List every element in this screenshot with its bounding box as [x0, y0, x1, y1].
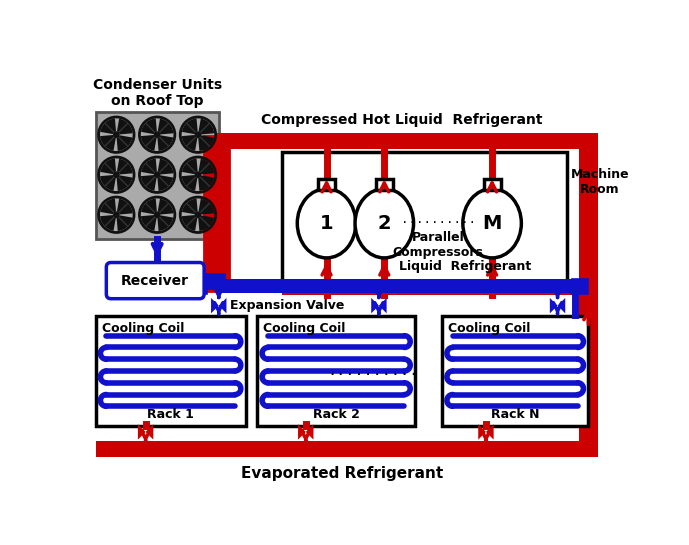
Polygon shape — [157, 215, 173, 231]
Polygon shape — [198, 199, 214, 215]
Polygon shape — [96, 441, 597, 457]
Text: Cooling Coil: Cooling Coil — [102, 322, 184, 335]
Polygon shape — [117, 199, 132, 215]
Ellipse shape — [297, 189, 356, 258]
Bar — [96, 112, 218, 239]
Polygon shape — [198, 159, 214, 174]
Polygon shape — [371, 298, 379, 313]
Circle shape — [114, 172, 119, 177]
Polygon shape — [198, 215, 214, 231]
Text: Machine
Room: Machine Room — [570, 168, 629, 196]
Polygon shape — [141, 175, 156, 191]
Ellipse shape — [355, 189, 413, 258]
Polygon shape — [182, 215, 198, 231]
Circle shape — [114, 212, 119, 217]
Circle shape — [154, 132, 160, 137]
Polygon shape — [182, 118, 198, 134]
Text: 2: 2 — [378, 214, 391, 233]
Bar — [376, 179, 393, 190]
Text: Rack 2: Rack 2 — [313, 408, 360, 421]
Polygon shape — [100, 175, 116, 191]
Polygon shape — [157, 135, 173, 151]
Polygon shape — [198, 119, 214, 135]
Text: Cooling Coil: Cooling Coil — [263, 322, 346, 335]
Polygon shape — [141, 135, 156, 151]
Polygon shape — [145, 424, 153, 440]
Ellipse shape — [463, 189, 522, 258]
Polygon shape — [478, 424, 486, 440]
Polygon shape — [116, 215, 132, 231]
Text: Receiver: Receiver — [121, 274, 189, 288]
Text: Evaporated Refrigerant: Evaporated Refrigerant — [241, 466, 443, 481]
Polygon shape — [101, 159, 116, 174]
Polygon shape — [211, 298, 218, 313]
Text: Compressed Hot Liquid  Refrigerant: Compressed Hot Liquid Refrigerant — [261, 113, 542, 127]
Polygon shape — [100, 215, 116, 231]
Text: Liquid  Refrigerant: Liquid Refrigerant — [399, 261, 531, 273]
Text: Parallel
Compressors: Parallel Compressors — [393, 231, 484, 259]
Polygon shape — [486, 424, 493, 440]
Polygon shape — [550, 298, 557, 313]
Polygon shape — [282, 280, 579, 295]
Polygon shape — [217, 280, 579, 293]
Polygon shape — [157, 175, 173, 191]
Polygon shape — [100, 135, 116, 151]
FancyBboxPatch shape — [106, 263, 204, 299]
Text: Cooling Coil: Cooling Coil — [449, 322, 531, 335]
Polygon shape — [141, 198, 157, 214]
Polygon shape — [182, 159, 198, 174]
Text: Rack 1: Rack 1 — [147, 408, 194, 421]
Circle shape — [195, 172, 200, 177]
Polygon shape — [557, 298, 565, 313]
Polygon shape — [101, 198, 116, 214]
Polygon shape — [198, 135, 214, 151]
Bar — [442, 316, 588, 426]
Circle shape — [195, 132, 200, 137]
Circle shape — [154, 212, 160, 217]
Polygon shape — [141, 215, 156, 231]
Bar — [96, 316, 246, 426]
Bar — [484, 179, 501, 190]
Polygon shape — [116, 135, 132, 151]
Polygon shape — [158, 119, 174, 135]
Polygon shape — [117, 159, 132, 174]
Bar — [318, 179, 335, 190]
Polygon shape — [158, 199, 174, 215]
Polygon shape — [141, 159, 157, 174]
Polygon shape — [101, 118, 116, 134]
Polygon shape — [217, 133, 586, 149]
Text: ..........: .......... — [401, 213, 475, 226]
Polygon shape — [138, 424, 145, 440]
Polygon shape — [182, 175, 198, 191]
Text: Condenser Units
on Roof Top: Condenser Units on Roof Top — [92, 77, 222, 108]
Text: Expansion Valve: Expansion Valve — [230, 299, 344, 312]
Text: M: M — [482, 214, 502, 233]
Text: 1: 1 — [320, 214, 333, 233]
Polygon shape — [158, 159, 174, 174]
Polygon shape — [198, 175, 214, 191]
Polygon shape — [117, 119, 132, 135]
Polygon shape — [298, 424, 306, 440]
Polygon shape — [141, 118, 157, 134]
Polygon shape — [182, 198, 198, 214]
Text: Rack N: Rack N — [491, 408, 539, 421]
Polygon shape — [306, 424, 313, 440]
Polygon shape — [379, 298, 387, 313]
Circle shape — [195, 212, 200, 217]
Polygon shape — [182, 135, 198, 151]
Bar — [257, 316, 415, 426]
Polygon shape — [218, 298, 227, 313]
Bar — [282, 152, 567, 289]
Circle shape — [154, 172, 160, 177]
Text: ..........: .......... — [327, 363, 418, 378]
Polygon shape — [579, 133, 597, 441]
Polygon shape — [116, 175, 132, 191]
Circle shape — [114, 132, 119, 137]
